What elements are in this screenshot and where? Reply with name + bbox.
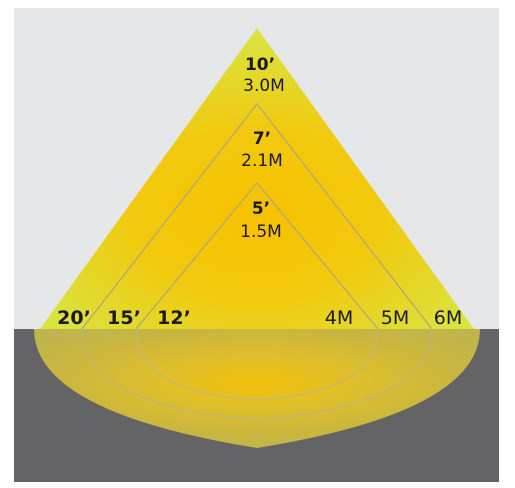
diameter-m-outer: 6M xyxy=(434,307,462,329)
zone-middle-outline xyxy=(81,102,433,330)
height-m-outer: 3.0M xyxy=(243,76,285,96)
zone-inner-outline xyxy=(135,181,379,330)
height-ft-middle: 7’ xyxy=(253,129,271,149)
diameter-m-middle: 5M xyxy=(381,307,409,329)
diameter-m-inner: 4M xyxy=(325,307,353,329)
floor-ring-inner xyxy=(135,328,379,401)
height-ft-outer: 10’ xyxy=(245,55,275,75)
floor-ring-middle xyxy=(81,328,433,421)
diameter-ft-outer: 20’ xyxy=(57,307,91,329)
diameter-ft-inner: 12’ xyxy=(157,307,191,329)
light-cone xyxy=(40,28,474,329)
height-m-inner: 1.5M xyxy=(240,222,282,242)
height-m-middle: 2.1M xyxy=(241,151,283,171)
height-ft-inner: 5’ xyxy=(252,199,270,219)
floor-light-area xyxy=(34,329,480,448)
diameter-ft-middle: 15’ xyxy=(107,307,141,329)
